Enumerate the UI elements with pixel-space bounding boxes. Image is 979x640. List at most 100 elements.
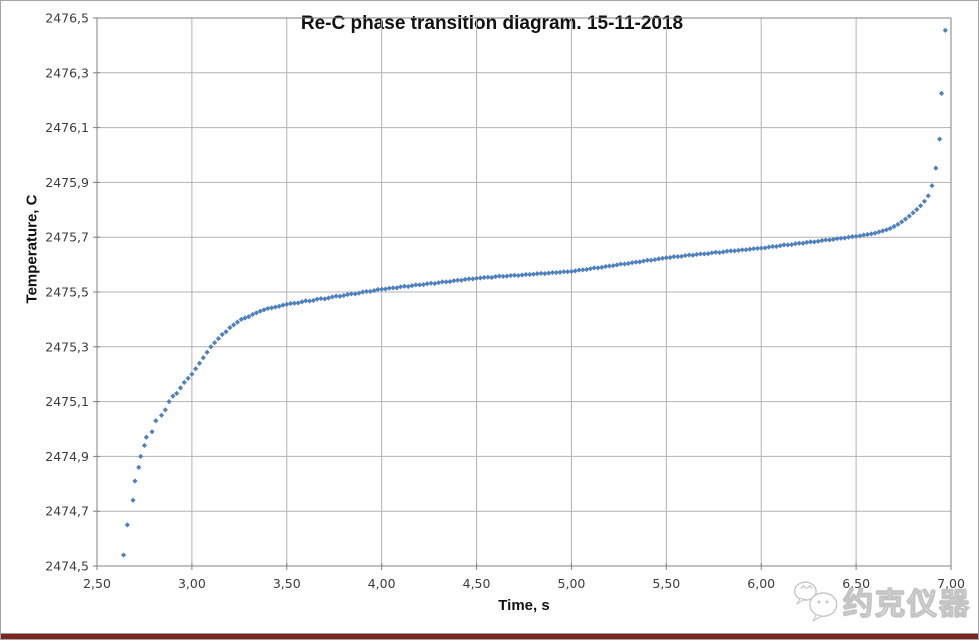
data-point: [652, 257, 658, 263]
data-point: [701, 251, 707, 257]
data-point: [849, 234, 855, 240]
data-point: [367, 288, 373, 295]
y-tick-label: 2475,9: [45, 175, 89, 190]
x-tick-label: 3,50: [273, 576, 301, 591]
y-tick-label: 2474,5: [45, 559, 89, 574]
data-point: [895, 221, 901, 227]
data-point: [318, 295, 324, 302]
data-point: [306, 298, 313, 304]
data-point: [508, 272, 514, 279]
data-point: [938, 90, 945, 96]
data-point: [185, 375, 191, 381]
data-point: [644, 257, 650, 263]
data-point: [758, 245, 764, 251]
y-tick-label: 2474,9: [45, 449, 89, 464]
data-point: [826, 237, 833, 243]
data-point: [625, 260, 631, 267]
data-point: [633, 259, 639, 265]
data-point: [838, 235, 844, 241]
data-point: [735, 247, 742, 253]
data-point: [942, 27, 948, 33]
data-point: [785, 242, 791, 248]
data-point: [246, 314, 252, 320]
data-point: [770, 243, 776, 250]
data-point: [329, 294, 335, 300]
data-point: [284, 301, 290, 307]
data-point: [796, 240, 802, 246]
data-point: [667, 254, 673, 261]
data-point: [811, 239, 817, 245]
data-point: [553, 269, 559, 276]
data-point: [671, 254, 677, 260]
data-point: [527, 271, 533, 278]
data-point: [720, 249, 726, 255]
data-point: [530, 271, 537, 277]
data-point: [223, 329, 229, 335]
data-point: [356, 290, 362, 296]
data-point: [394, 285, 400, 291]
data-point: [420, 282, 427, 288]
data-point: [181, 379, 187, 386]
y-tick-label: 2475,7: [45, 230, 89, 245]
data-point: [348, 291, 354, 297]
data-point: [762, 245, 768, 251]
data-point: [138, 453, 144, 459]
data-point: [561, 269, 567, 275]
data-point: [732, 248, 738, 254]
data-point: [314, 296, 320, 302]
data-point: [166, 399, 172, 405]
data-point: [872, 230, 878, 236]
data-point: [177, 385, 184, 391]
data-point: [227, 325, 233, 331]
data-point: [409, 283, 415, 289]
data-point: [511, 272, 518, 278]
data-point: [268, 305, 275, 311]
data-point: [231, 322, 237, 328]
data-point: [648, 257, 654, 263]
data-point: [603, 263, 609, 270]
data-point: [557, 269, 563, 275]
x-tick-label: 5,00: [558, 576, 586, 591]
data-point: [694, 251, 700, 258]
data-point: [728, 248, 734, 254]
data-point: [492, 274, 499, 280]
data-point: [538, 270, 544, 276]
data-point: [902, 216, 909, 222]
data-point: [371, 288, 377, 294]
data-point: [925, 193, 931, 199]
data-point: [120, 552, 127, 558]
data-point: [519, 272, 525, 278]
data-point: [713, 249, 719, 255]
data-point: [401, 283, 408, 289]
data-point: [845, 234, 852, 240]
data-point: [337, 293, 343, 299]
x-axis-title: Time, s: [498, 597, 550, 614]
x-tick-label: 6,50: [842, 576, 870, 591]
data-point: [405, 283, 411, 290]
data-point: [614, 262, 620, 268]
data-point: [130, 497, 136, 503]
data-point: [477, 275, 483, 281]
data-point: [466, 276, 472, 282]
data-point: [773, 243, 780, 250]
data-point: [265, 305, 271, 312]
data-point: [656, 256, 662, 262]
data-point: [253, 310, 260, 316]
data-point: [549, 269, 556, 276]
data-point: [193, 366, 199, 372]
data-point: [280, 302, 286, 308]
data-point: [375, 286, 381, 293]
y-tick-label: 2475,5: [45, 285, 89, 300]
data-point: [341, 292, 347, 299]
data-point: [921, 198, 928, 204]
data-point: [398, 284, 404, 290]
data-point: [295, 300, 301, 306]
data-point: [132, 478, 138, 484]
data-point: [303, 298, 309, 304]
data-point: [705, 251, 711, 257]
data-point: [124, 522, 130, 528]
data-point: [542, 271, 548, 277]
data-point: [606, 263, 612, 269]
